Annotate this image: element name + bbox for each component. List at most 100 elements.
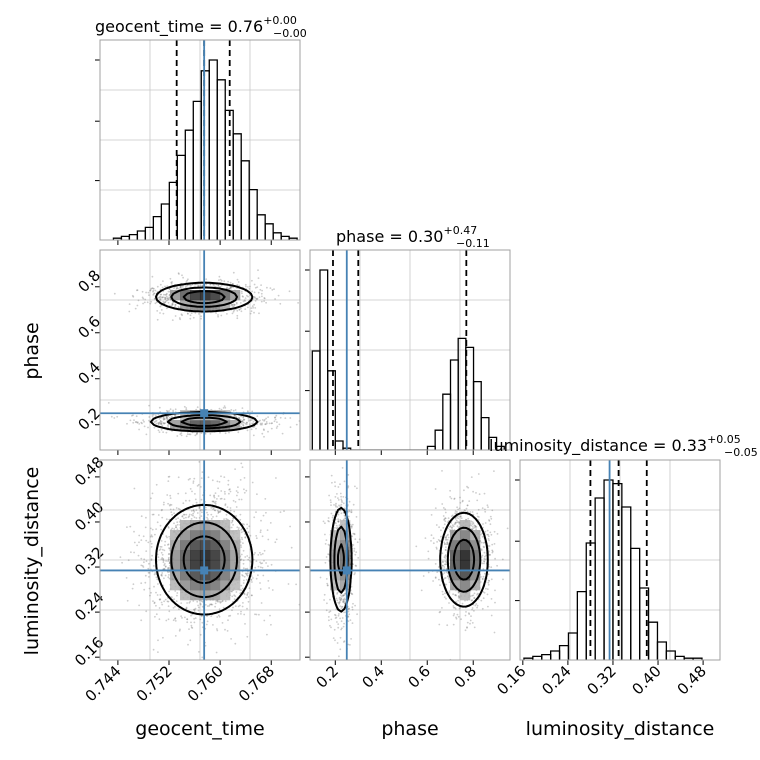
- sample-point: [159, 594, 162, 596]
- sample-point: [470, 524, 473, 527]
- sample-point: [242, 562, 245, 565]
- sample-point: [191, 613, 194, 616]
- density-cell: [220, 290, 231, 301]
- sample-point: [443, 566, 446, 568]
- sample-point: [153, 421, 156, 424]
- sample-point: [161, 424, 164, 427]
- sample-point: [154, 572, 157, 574]
- sample-point: [246, 527, 249, 530]
- sample-point: [445, 535, 448, 538]
- sample-point: [158, 607, 161, 609]
- sample-point: [174, 315, 177, 317]
- sample-point: [261, 552, 264, 555]
- sample-point: [438, 623, 441, 626]
- y-tick-label-luminosity_distance: 0.16: [71, 633, 107, 669]
- sample-point: [166, 419, 169, 421]
- sample-point: [446, 539, 449, 541]
- sample-point: [473, 626, 476, 629]
- sample-point: [490, 598, 493, 600]
- sample-point: [475, 492, 477, 494]
- sample-point: [330, 504, 332, 506]
- sample-point: [476, 606, 478, 609]
- sample-point: [211, 500, 214, 503]
- sample-point: [243, 579, 245, 582]
- frame-phase: [309, 249, 511, 451]
- sample-point: [161, 575, 163, 577]
- sample-point: [240, 531, 243, 534]
- sample-point: [204, 604, 207, 606]
- histogram-bar: [120, 235, 131, 240]
- sample-point: [179, 628, 181, 631]
- sample-point: [193, 617, 196, 620]
- sample-point: [236, 278, 239, 281]
- sample-point: [170, 504, 173, 506]
- sample-point: [480, 549, 483, 552]
- sample-point: [340, 598, 343, 600]
- sample-point: [193, 608, 196, 611]
- panel-luminosity-distance-histogram: 0.16 0.24 0.32 0.40 0.48: [493, 459, 721, 698]
- sample-point: [484, 530, 487, 533]
- sample-point: [241, 420, 244, 423]
- sample-point: [350, 526, 353, 529]
- sample-point: [231, 305, 234, 307]
- sample-point: [270, 563, 273, 566]
- sample-point: [232, 310, 235, 313]
- sample-point: [224, 493, 226, 495]
- sample-point: [149, 302, 152, 305]
- sample-point: [357, 557, 360, 559]
- sample-point: [163, 501, 165, 504]
- sample-point: [210, 513, 213, 516]
- sample-point: [189, 488, 192, 490]
- sample-point: [447, 517, 450, 519]
- sample-point: [188, 499, 191, 502]
- sample-point: [185, 607, 188, 610]
- sample-point: [470, 599, 473, 602]
- histogram-bar: [621, 506, 632, 660]
- sample-point: [168, 296, 171, 299]
- sample-point: [267, 580, 270, 582]
- sample-point: [445, 543, 448, 546]
- sample-point: [458, 607, 461, 610]
- sample-point: [332, 514, 334, 517]
- sample-point: [171, 527, 174, 530]
- sample-point: [472, 490, 474, 493]
- sample-point: [430, 534, 433, 537]
- sample-point: [223, 498, 226, 501]
- sample-point: [450, 497, 453, 500]
- sample-point: [485, 587, 487, 590]
- sample-point: [217, 510, 220, 513]
- sample-point: [198, 313, 200, 315]
- sample-point: [183, 517, 185, 520]
- sample-point: [342, 599, 345, 601]
- sample-point: [216, 480, 219, 483]
- sample-point: [199, 509, 202, 512]
- sample-point: [151, 513, 154, 516]
- sample-point: [164, 544, 166, 546]
- sample-point: [449, 489, 451, 492]
- sample-point: [185, 499, 187, 502]
- density-cell: [220, 420, 231, 431]
- sample-point: [338, 655, 340, 658]
- sample-point: [243, 418, 246, 421]
- sample-point: [352, 503, 355, 506]
- sample-point: [263, 300, 265, 302]
- sample-point: [153, 601, 156, 604]
- sample-point: [242, 530, 245, 533]
- sample-point: [153, 573, 156, 576]
- sample-point: [490, 578, 493, 581]
- sample-point: [445, 567, 448, 570]
- sample-point: [434, 488, 437, 490]
- sample-point: [242, 542, 244, 544]
- sample-point: [484, 508, 486, 511]
- sample-point: [156, 521, 159, 524]
- x-tick-label-phase: 0.2: [313, 662, 343, 692]
- density-cell: [230, 550, 241, 561]
- truth-marker: [200, 566, 209, 575]
- sample-point: [247, 295, 250, 298]
- sample-point: [196, 485, 199, 487]
- sample-point: [331, 481, 333, 484]
- sample-point: [199, 602, 202, 605]
- sample-point: [232, 286, 235, 289]
- sample-point: [449, 496, 451, 498]
- sample-point: [342, 496, 345, 498]
